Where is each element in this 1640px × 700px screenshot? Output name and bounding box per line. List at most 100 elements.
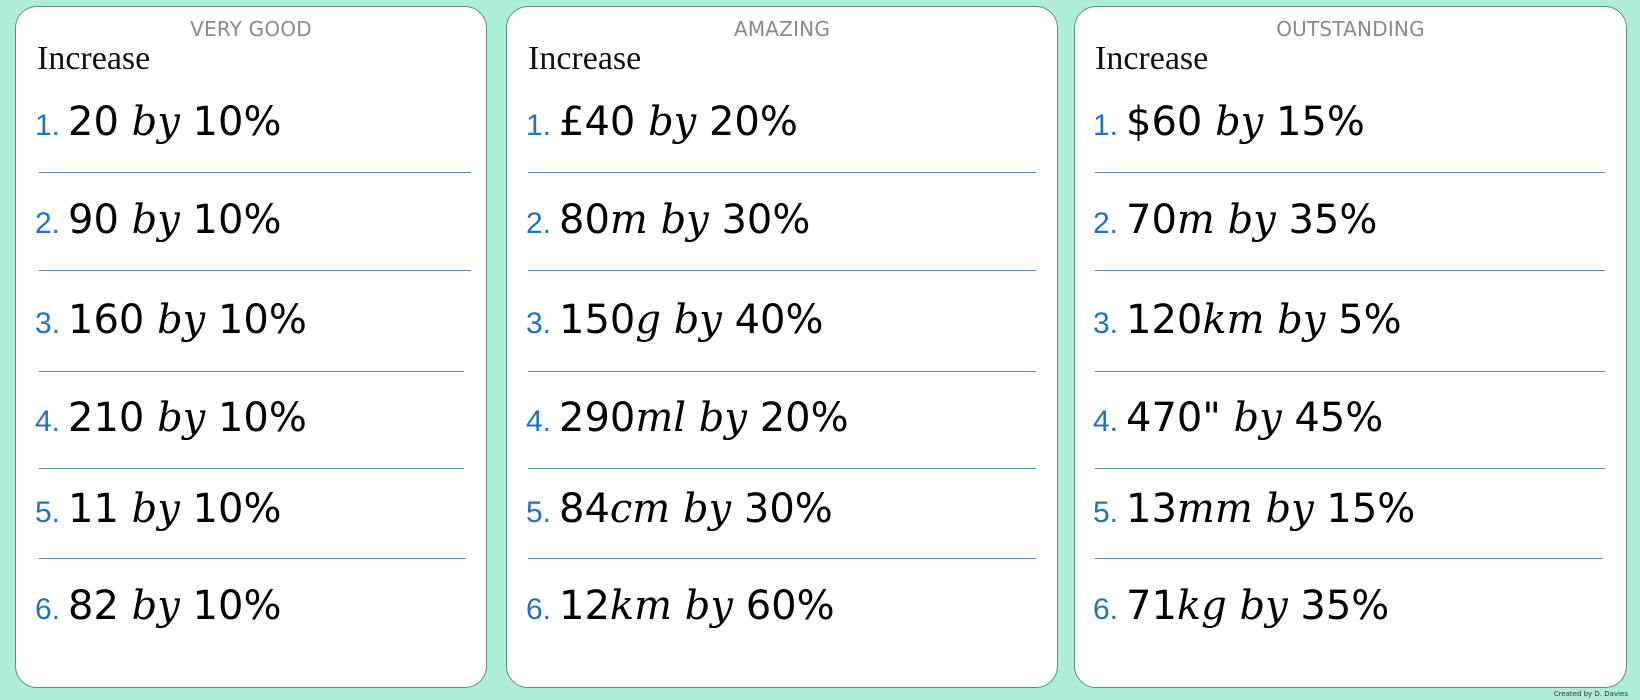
question-value: 84 bbox=[559, 486, 610, 532]
question-value: 20 bbox=[68, 99, 132, 145]
question-value: 160 bbox=[68, 297, 158, 343]
answer-line bbox=[1095, 468, 1605, 469]
question-text: £40 by 20% bbox=[559, 99, 798, 145]
question-row: 2. 90 by 10% bbox=[35, 197, 281, 257]
question-text: 70m by 35% bbox=[1126, 197, 1377, 243]
question-value: 90 bbox=[68, 197, 132, 243]
question-unit: m bbox=[1176, 197, 1228, 243]
question-row: 5. 13mm by 15% bbox=[1093, 486, 1415, 546]
question-by: by bbox=[684, 583, 733, 629]
question-text: 82 by 10% bbox=[68, 583, 281, 629]
question-unit: mm bbox=[1176, 486, 1266, 532]
question-row: 6. 12km by 60% bbox=[526, 583, 835, 643]
question-row: 2. 80m by 30% bbox=[526, 197, 810, 257]
question-text: 470" by 45% bbox=[1126, 395, 1383, 441]
question-unit: kg bbox=[1176, 583, 1240, 629]
question-row: 2. 70m by 35% bbox=[1093, 197, 1377, 257]
question-by: by bbox=[131, 583, 180, 629]
question-value: 13 bbox=[1126, 486, 1177, 532]
question-number: 6. bbox=[526, 593, 552, 626]
question-text: 71kg by 35% bbox=[1126, 583, 1389, 629]
answer-line bbox=[1095, 371, 1605, 372]
question-text: 84cm by 30% bbox=[559, 486, 833, 532]
question-row: 3. 120km by 5% bbox=[1093, 297, 1402, 357]
question-row: 3. 150g by 40% bbox=[526, 297, 824, 357]
question-number: 6. bbox=[1093, 593, 1119, 626]
question-text: $60 by 15% bbox=[1126, 99, 1365, 145]
question-percent: 10% bbox=[179, 99, 282, 145]
answer-line bbox=[39, 172, 471, 173]
question-number: 1. bbox=[35, 109, 61, 142]
question-number: 5. bbox=[1093, 496, 1119, 529]
question-number: 5. bbox=[526, 496, 552, 529]
question-number: 5. bbox=[35, 496, 61, 529]
question-row: 6. 71kg by 35% bbox=[1093, 583, 1389, 643]
question-by: by bbox=[1233, 395, 1282, 441]
question-percent: 10% bbox=[179, 197, 282, 243]
question-value: £40 bbox=[559, 99, 649, 145]
answer-line bbox=[528, 270, 1036, 271]
question-row: 1. £40 by 20% bbox=[526, 99, 798, 159]
question-value: 70 bbox=[1126, 197, 1177, 243]
question-number: 2. bbox=[1093, 207, 1119, 240]
question-text: 160 by 10% bbox=[68, 297, 307, 343]
question-by: by bbox=[157, 395, 206, 441]
question-by: by bbox=[131, 197, 180, 243]
question-value: 82 bbox=[68, 583, 132, 629]
question-text: 12km by 60% bbox=[559, 583, 835, 629]
question-number: 2. bbox=[526, 207, 552, 240]
question-percent: 40% bbox=[721, 297, 824, 343]
question-by: by bbox=[698, 395, 747, 441]
card-heading: Increase bbox=[37, 40, 151, 77]
question-number: 2. bbox=[35, 207, 61, 240]
card-very-good: VERY GOOD Increase 1. 20 by 10% 2. 90 by… bbox=[15, 6, 487, 688]
question-percent: 60% bbox=[733, 583, 835, 629]
card-title: OUTSTANDING bbox=[1276, 17, 1425, 41]
card-title: AMAZING bbox=[733, 17, 831, 41]
question-value: 290 bbox=[559, 395, 636, 441]
question-number: 4. bbox=[1093, 405, 1119, 438]
question-by: by bbox=[1265, 486, 1314, 532]
question-percent: 10% bbox=[205, 395, 307, 441]
question-value: 470" bbox=[1126, 395, 1234, 441]
answer-line bbox=[1095, 558, 1603, 559]
answer-line bbox=[1095, 172, 1605, 173]
question-text: 20 by 10% bbox=[68, 99, 281, 145]
question-by: by bbox=[682, 486, 732, 532]
answer-line bbox=[39, 468, 464, 469]
question-unit: ml bbox=[635, 395, 699, 441]
question-text: 11 by 10% bbox=[68, 486, 281, 532]
question-unit: km bbox=[609, 583, 685, 629]
question-number: 3. bbox=[35, 307, 61, 340]
question-row: 4. 210 by 10% bbox=[35, 395, 307, 455]
answer-line bbox=[528, 172, 1036, 173]
question-percent: 5% bbox=[1325, 297, 1402, 343]
question-number: 4. bbox=[35, 405, 61, 438]
question-percent: 45% bbox=[1281, 395, 1384, 441]
question-value: 150 bbox=[559, 297, 636, 343]
question-by: by bbox=[157, 297, 206, 343]
question-text: 120km by 5% bbox=[1126, 297, 1402, 343]
answer-line bbox=[39, 558, 466, 559]
question-number: 1. bbox=[1093, 109, 1119, 142]
question-percent: 30% bbox=[731, 486, 833, 532]
question-by: by bbox=[1215, 99, 1264, 145]
question-value: 210 bbox=[68, 395, 158, 441]
question-value: 11 bbox=[68, 486, 132, 532]
credit-text: Created by D. Davies bbox=[1553, 690, 1628, 698]
card-outstanding: OUTSTANDING Increase 1. $60 by 15% 2. 70… bbox=[1074, 6, 1627, 688]
question-percent: 10% bbox=[205, 297, 307, 343]
question-unit: m bbox=[609, 197, 661, 243]
question-value: $60 bbox=[1126, 99, 1216, 145]
question-number: 6. bbox=[35, 593, 61, 626]
question-row: 3. 160 by 10% bbox=[35, 297, 307, 357]
question-unit: cm bbox=[609, 486, 683, 532]
question-text: 13mm by 15% bbox=[1126, 486, 1415, 532]
question-text: 90 by 10% bbox=[68, 197, 281, 243]
question-text: 290ml by 20% bbox=[559, 395, 849, 441]
question-by: by bbox=[673, 297, 722, 343]
question-by: by bbox=[648, 99, 697, 145]
question-row: 1. 20 by 10% bbox=[35, 99, 281, 159]
question-number: 1. bbox=[526, 109, 552, 142]
question-row: 5. 11 by 10% bbox=[35, 486, 281, 546]
